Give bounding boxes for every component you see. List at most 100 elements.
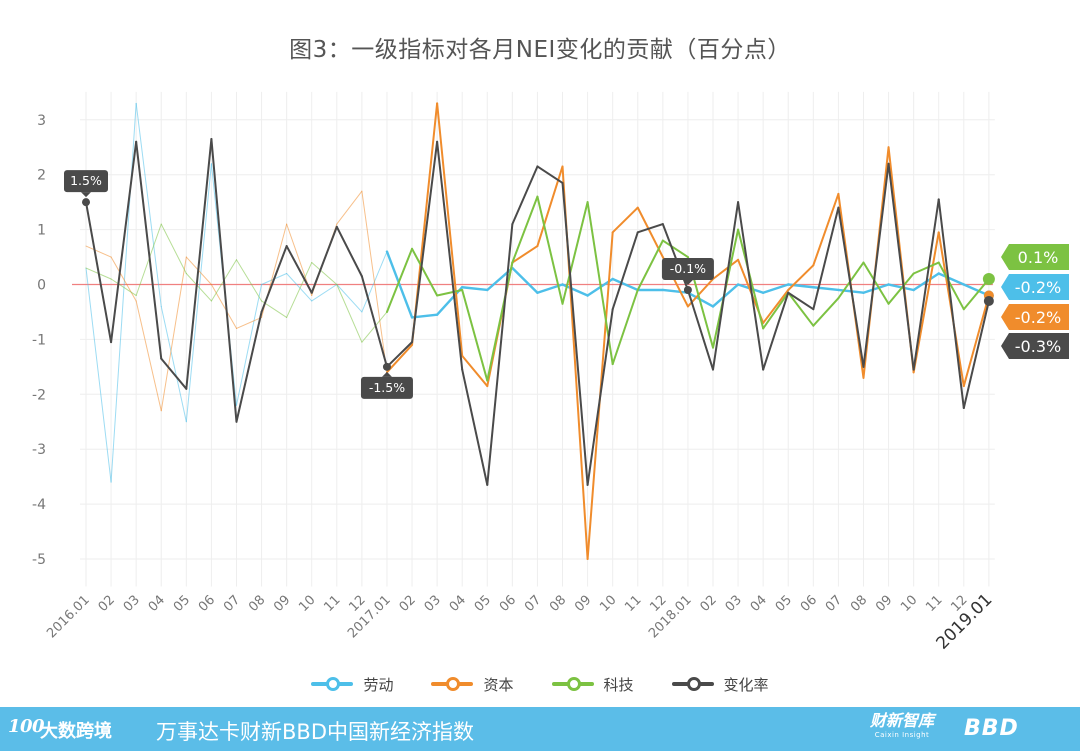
end-label-box bbox=[1001, 274, 1069, 300]
end-label-tag: -0.2% bbox=[1001, 274, 1069, 300]
series-line-segment bbox=[636, 239, 664, 291]
series-line-segment bbox=[310, 225, 338, 294]
y-tick-label: -3 bbox=[32, 442, 46, 458]
logo-100: 100 bbox=[8, 716, 45, 737]
end-label-tag: 0.1% bbox=[1001, 244, 1069, 270]
footer-banner: 100 大数跨境 万事达卡财新BBD中国新经济指数 财新智库 Caixin In… bbox=[0, 707, 1080, 751]
legend-item-capital[interactable]: 资本 bbox=[431, 674, 514, 695]
end-label-tag: -0.2% bbox=[1001, 304, 1069, 330]
x-tick-label: 07 bbox=[522, 593, 544, 615]
series-line-segment bbox=[286, 262, 313, 318]
x-tick-label: 07 bbox=[221, 593, 243, 615]
series-line-segment bbox=[185, 273, 212, 302]
series-line-segment bbox=[762, 288, 790, 324]
series-line-segment bbox=[260, 245, 288, 313]
series-line-segment bbox=[486, 223, 514, 486]
x-tick-label: 08 bbox=[246, 593, 268, 615]
series-line-segment bbox=[185, 138, 213, 390]
series-line-segment bbox=[561, 181, 589, 486]
series-line-segment bbox=[461, 368, 489, 486]
legend-swatch-icon bbox=[551, 677, 594, 691]
x-tick-label: 10 bbox=[898, 593, 920, 615]
series-line-segment bbox=[737, 228, 765, 330]
x-tick-label: 05 bbox=[472, 593, 494, 615]
series-line-segment bbox=[611, 231, 639, 311]
series-line-segment bbox=[712, 201, 740, 371]
callout-pointer bbox=[682, 279, 693, 285]
series-line-segment bbox=[962, 294, 990, 388]
series-line-segment bbox=[812, 297, 840, 327]
callout-pointer bbox=[81, 192, 91, 198]
x-tick-label: 11 bbox=[321, 593, 343, 615]
annotation-marker bbox=[683, 285, 692, 294]
series-line-segment bbox=[411, 247, 439, 297]
x-tick-label: 06 bbox=[798, 593, 820, 615]
series-line-segment bbox=[336, 284, 363, 343]
series-line-segment bbox=[661, 239, 689, 259]
series-line-segment bbox=[436, 288, 464, 297]
series-line-segment bbox=[586, 308, 614, 486]
end-label-text: -0.3% bbox=[1015, 337, 1061, 356]
series-line-segment bbox=[486, 261, 514, 382]
series-line-segment bbox=[912, 198, 940, 371]
series-line-segment bbox=[737, 201, 765, 371]
annotation-marker bbox=[82, 198, 90, 207]
series-line-segment bbox=[360, 275, 388, 368]
annotation-marker bbox=[382, 362, 391, 371]
x-tick-label: 05 bbox=[773, 593, 795, 615]
series-line-segment bbox=[385, 341, 414, 368]
callout-label: 1.5% bbox=[70, 173, 102, 188]
x-tick-label: 03 bbox=[723, 593, 745, 615]
callout-box bbox=[64, 170, 108, 193]
series-line-segment bbox=[912, 261, 940, 275]
legend-label: 科技 bbox=[603, 675, 634, 694]
series-line-segment bbox=[661, 288, 690, 294]
chart-title: 图3：一级指标对各月NEI变化的贡献（百分点） bbox=[289, 37, 791, 63]
series-line-segment bbox=[511, 195, 539, 264]
callout-label: -0.1% bbox=[670, 261, 706, 276]
end-label-text: -0.2% bbox=[1015, 278, 1061, 297]
series-line-segment bbox=[385, 247, 414, 313]
series-line-segment bbox=[135, 102, 162, 307]
legend-item-labor[interactable]: 劳动 bbox=[311, 674, 393, 695]
y-tick-label: -5 bbox=[32, 552, 46, 568]
legend-swatch-icon bbox=[431, 677, 474, 691]
end-label-box bbox=[1001, 333, 1069, 359]
series-line-segment bbox=[210, 138, 238, 423]
series-line-segment bbox=[762, 291, 790, 371]
series-line-segment bbox=[110, 256, 137, 302]
callout-label: -1.5% bbox=[369, 380, 405, 395]
legend-label: 资本 bbox=[483, 675, 514, 694]
y-tick-label: 1 bbox=[37, 223, 46, 239]
end-label-text: 0.1% bbox=[1018, 248, 1059, 267]
series-line-segment bbox=[85, 267, 112, 483]
callout-pointer bbox=[381, 371, 392, 377]
series-line-segment bbox=[410, 313, 439, 319]
legend-swatch-icon bbox=[671, 677, 714, 691]
x-tick-label: 02 bbox=[96, 593, 118, 615]
series-line-segment bbox=[536, 165, 564, 248]
series-line-segment bbox=[160, 223, 187, 275]
series-line-segment bbox=[436, 140, 464, 371]
series-line-segment bbox=[887, 272, 915, 305]
series-line-segment bbox=[812, 206, 840, 311]
legend-item-technology[interactable]: 科技 bbox=[551, 674, 634, 695]
x-tick-label: 10 bbox=[296, 593, 318, 615]
end-label-tag: -0.3% bbox=[1001, 333, 1069, 359]
chart-legend: 劳动 资本 科技 变化率 bbox=[0, 672, 1080, 696]
series-line-segment bbox=[812, 286, 840, 292]
series-line-segment bbox=[536, 195, 564, 305]
x-tick-label: 02 bbox=[397, 593, 419, 615]
x-tick-label: 09 bbox=[271, 593, 293, 615]
legend-item-change-rate[interactable]: 变化率 bbox=[671, 674, 769, 695]
y-tick-label: -1 bbox=[32, 332, 46, 348]
legend-label: 劳动 bbox=[363, 675, 394, 694]
series-line-segment bbox=[135, 223, 162, 296]
series-line-segment bbox=[962, 299, 990, 410]
x-tick-label: 02 bbox=[698, 593, 720, 615]
series-line-segment bbox=[761, 283, 790, 294]
series-line-segment bbox=[411, 140, 439, 344]
series-line-segment bbox=[762, 291, 790, 330]
series-line-segment bbox=[235, 284, 263, 406]
